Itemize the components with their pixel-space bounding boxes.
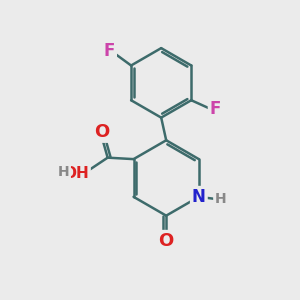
Text: OH: OH xyxy=(63,166,89,181)
Text: N: N xyxy=(192,188,206,206)
Text: O: O xyxy=(159,232,174,250)
Text: O: O xyxy=(94,123,110,141)
Text: H: H xyxy=(215,192,226,206)
Text: H: H xyxy=(58,165,69,179)
Text: F: F xyxy=(210,100,221,118)
Text: F: F xyxy=(103,42,115,60)
